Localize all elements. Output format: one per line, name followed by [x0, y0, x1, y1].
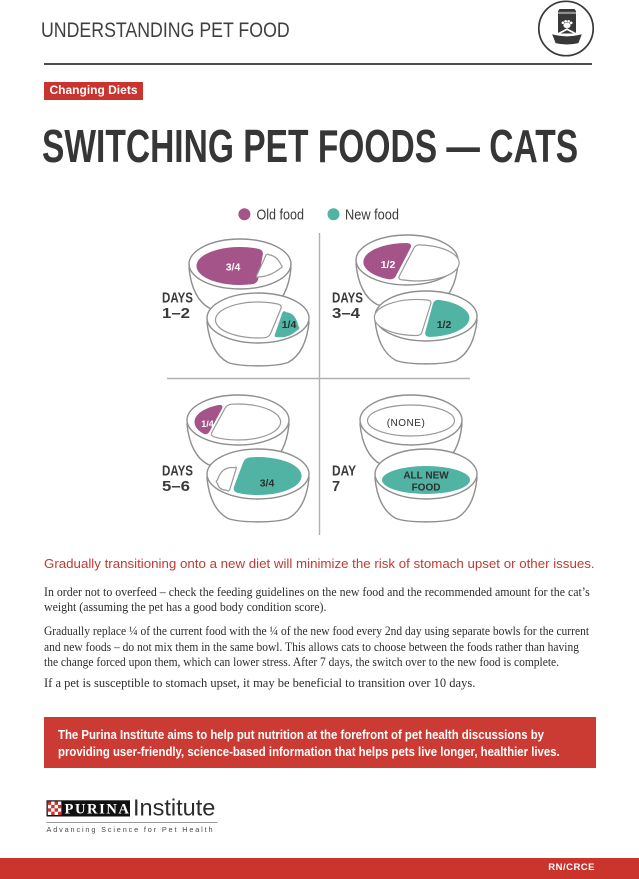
svg-text:DAYS: DAYS [332, 290, 363, 306]
svg-text:Old food: Old food [257, 207, 305, 224]
svg-text:5–6: 5–6 [162, 479, 190, 495]
svg-text:New food: New food [345, 207, 399, 224]
svg-text:1/4: 1/4 [282, 319, 297, 331]
svg-text:PURINA: PURINA [65, 802, 131, 818]
svg-text:1–2: 1–2 [162, 306, 190, 322]
svg-text:Institute: Institute [133, 798, 215, 821]
svg-text:DAYS: DAYS [162, 463, 193, 479]
svg-text:3/4: 3/4 [226, 262, 241, 274]
svg-text:DAYS: DAYS [162, 290, 193, 306]
svg-text:DAY: DAY [332, 463, 356, 479]
svg-text:(NONE): (NONE) [387, 418, 426, 429]
svg-text:1/2: 1/2 [437, 319, 452, 331]
svg-text:7: 7 [332, 479, 340, 495]
svg-text:FOOD: FOOD [412, 483, 441, 494]
svg-text:1/2: 1/2 [381, 259, 396, 271]
svg-text:1/4: 1/4 [201, 419, 214, 429]
svg-text:3–4: 3–4 [332, 306, 360, 322]
svg-text:3/4: 3/4 [260, 478, 275, 490]
svg-text:ALL NEW: ALL NEW [403, 471, 449, 482]
svg-text:Advancing Science for Pet Heal: Advancing Science for Pet Health [47, 825, 215, 834]
